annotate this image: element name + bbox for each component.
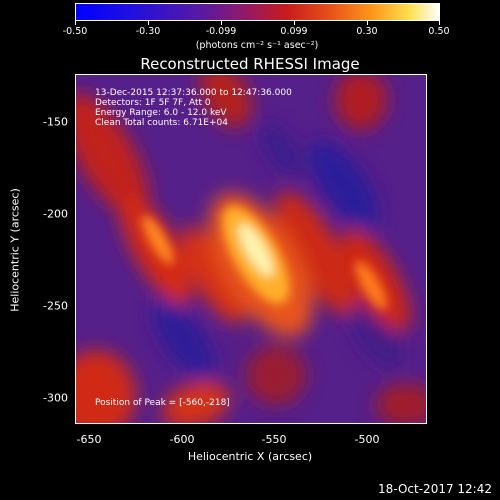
y-tick-label: -200	[43, 207, 68, 221]
detectors-label: Detectors: 1F 5F 7F, Att 0	[95, 98, 211, 108]
peak-position-label: Position of Peak = [-560,-218]	[95, 398, 230, 408]
colorbar-tick-label: 0.30	[356, 26, 378, 37]
x-tick-label: -500	[354, 433, 380, 446]
clean-counts-label: Clean Total counts: 6.71E+04	[95, 118, 228, 128]
energy-range-label: Energy Range: 6.0 - 12.0 keV	[95, 108, 227, 118]
x-tick-label: -650	[76, 433, 102, 446]
colorbar-tick-label: 0.50	[428, 26, 450, 37]
colorbar-tick	[439, 21, 440, 25]
colorbar-tick	[367, 21, 368, 25]
colorbar	[75, 3, 440, 21]
x-axis-label: Heliocentric X (arcsec)	[187, 450, 313, 463]
colorbar-units: (photons cm⁻² s⁻¹ asec⁻²)	[195, 40, 319, 51]
y-tick-label: -300	[43, 391, 68, 405]
colorbar-tick	[148, 21, 149, 25]
colorbar-tick-label: -0.50	[62, 26, 88, 37]
colorbar-tick	[221, 21, 222, 25]
timestamp: 18-Oct-2017 12:42	[378, 482, 492, 496]
y-axis-label: Heliocentric Y (arcsec)	[8, 188, 22, 312]
x-tick-label: -600	[169, 433, 195, 446]
colorbar-tick	[294, 21, 295, 25]
colorbar-tick-label: 0.099	[280, 26, 308, 37]
image-title: Reconstructed RHESSI Image	[140, 55, 360, 73]
colorbar-tick-label: -0.30	[135, 26, 161, 37]
rhessi-image: 13-Dec-2015 12:37:36.000 to 12:47:36.000…	[75, 74, 427, 424]
colorbar-tick-label: -0.099	[205, 26, 237, 37]
colorbar-gradient	[75, 3, 440, 21]
x-tick-label: -550	[261, 433, 287, 446]
time-range-label: 13-Dec-2015 12:37:36.000 to 12:47:36.000	[95, 88, 292, 98]
y-tick-label: -150	[43, 115, 68, 129]
colorbar-tick	[75, 21, 76, 25]
rhessi-map	[76, 75, 426, 423]
y-tick-label: -250	[43, 299, 68, 313]
